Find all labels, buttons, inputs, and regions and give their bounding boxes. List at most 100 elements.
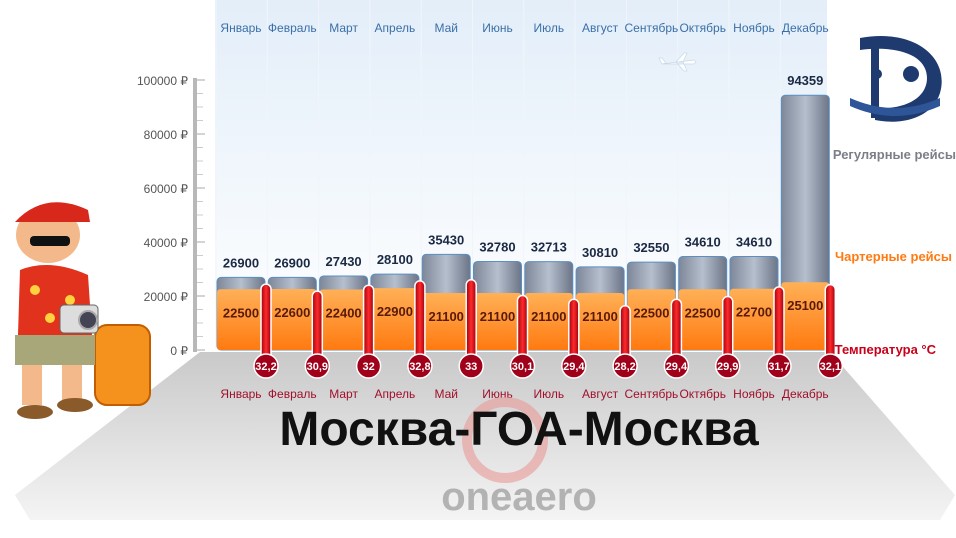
charter-bar: [627, 289, 676, 350]
temperature-label: 32,1: [820, 361, 841, 373]
temperature-label: 29,4: [563, 361, 585, 373]
charter-value-label: 22700: [736, 305, 772, 320]
logo-icon: [850, 36, 942, 122]
thermometer-bulb: [355, 353, 382, 379]
month-label-top: Март: [329, 21, 358, 35]
thermometer-bulb: [817, 353, 844, 379]
month-label-bottom: Июль: [533, 387, 564, 401]
watermark: oneaero: [441, 475, 597, 519]
charter-value-label: 21100: [428, 309, 463, 324]
month-label-top: Май: [434, 21, 458, 35]
temperature-label: 32: [362, 361, 374, 373]
regular-value-label: 28100: [377, 252, 413, 267]
watermark-emblem-icon: [462, 397, 548, 483]
regular-value-label: 94359: [787, 73, 823, 88]
temperature-label: 32,8: [409, 361, 430, 373]
regular-value-label: 32550: [633, 240, 669, 255]
temperature-label: 30,1: [512, 361, 533, 373]
month-label-bottom: Октябрь: [679, 387, 726, 401]
y-tick-label: 60000 ₽: [144, 182, 189, 196]
tourist-mascot-icon: [15, 202, 151, 419]
charter-bar: [217, 289, 265, 350]
floor: [15, 352, 955, 520]
thermometer-bulb: [253, 353, 279, 379]
thermometer: [414, 280, 426, 367]
month-label-top: Февраль: [268, 21, 317, 35]
regular-value-label: 32780: [479, 239, 515, 254]
charter-value-label: 22500: [223, 305, 259, 320]
temperature-label: 29,4: [666, 361, 688, 373]
charter-value-label: 22500: [633, 305, 669, 320]
regular-value-label: 34610: [736, 235, 772, 250]
charter-bar: [730, 288, 778, 350]
month-label-bottom: Февраль: [268, 387, 317, 401]
month-label-top: Ноябрь: [733, 21, 775, 35]
legend-charter: Чартерные рейсы: [835, 249, 952, 264]
regular-value-label: 32713: [531, 240, 567, 255]
charter-value-label: 21100: [531, 309, 566, 324]
regular-value-label: 26900: [223, 255, 259, 270]
charter-bar: [781, 282, 830, 350]
month-label-bottom: Сентябрь: [625, 387, 679, 401]
temperature-label: 30,9: [307, 361, 328, 373]
regular-value-label: 30810: [582, 245, 618, 260]
legend-regular: Регулярные рейсы: [833, 147, 956, 162]
temperature-label: 33: [465, 361, 477, 373]
month-label-bottom: Апрель: [375, 387, 416, 401]
month-label-top: Апрель: [375, 21, 416, 35]
charter-bar: [268, 288, 317, 350]
temperature-label: 28,2: [614, 361, 635, 373]
month-label-top: Август: [582, 21, 619, 35]
regular-value-label: 26900: [274, 255, 310, 270]
charter-value-label: 22400: [326, 306, 362, 321]
month-label-top: Январь: [220, 21, 261, 35]
charter-value-label: 22900: [377, 304, 413, 319]
month-label-bottom: Январь: [220, 387, 261, 401]
regular-value-label: 35430: [428, 232, 464, 247]
charter-bar: [473, 293, 522, 350]
y-tick-label: 80000 ₽: [144, 128, 189, 142]
charter-bar: [370, 288, 419, 350]
month-label-top: Декабрь: [782, 21, 829, 35]
thermometer-bulb: [714, 353, 741, 379]
charter-bar: [524, 293, 573, 350]
thermometer: [465, 279, 477, 367]
month-label-bottom: Август: [582, 387, 619, 401]
thermometer-bulb: [458, 353, 484, 379]
thermometer-bulb: [407, 353, 433, 379]
temperature-label: 29,9: [717, 361, 738, 373]
month-label-bottom: Ноябрь: [733, 387, 775, 401]
month-label-bottom: Май: [434, 387, 458, 401]
page-title: Москва-ГОА-Москва: [279, 403, 759, 456]
regular-value-label: 27430: [326, 254, 362, 269]
month-label-bottom: Март: [329, 387, 358, 401]
charter-bar: [678, 289, 727, 350]
charter-value-label: 21100: [480, 309, 515, 324]
charter-value-label: 22500: [685, 305, 721, 320]
thermometer-bulb: [766, 353, 792, 379]
charter-bar: [576, 293, 625, 350]
month-label-top: Июль: [533, 21, 564, 35]
month-label-bottom: Декабрь: [782, 387, 829, 401]
thermometer-bulb: [612, 353, 638, 379]
y-axis: [193, 78, 197, 352]
charter-bar: [422, 293, 471, 350]
regular-value-label: 34610: [685, 235, 721, 250]
y-tick-label: 40000 ₽: [144, 236, 189, 250]
plane-icon: [658, 52, 697, 72]
charter-value-label: 25100: [787, 298, 823, 313]
thermometer-bulb: [304, 353, 331, 379]
charter-bar: [319, 289, 368, 350]
charter-value-label: 22600: [274, 305, 310, 320]
month-label-top: Июнь: [482, 21, 513, 35]
temperature-label: 32,2: [255, 361, 276, 373]
y-tick-label: 20000 ₽: [144, 290, 189, 304]
month-label-top: Сентябрь: [625, 21, 679, 35]
temperature-label: 31,7: [768, 361, 789, 373]
thermometer-bulb: [561, 353, 587, 379]
thermometer-bulb: [509, 353, 536, 379]
month-label-top: Октябрь: [679, 21, 726, 35]
thermometer-bulb: [663, 353, 690, 379]
